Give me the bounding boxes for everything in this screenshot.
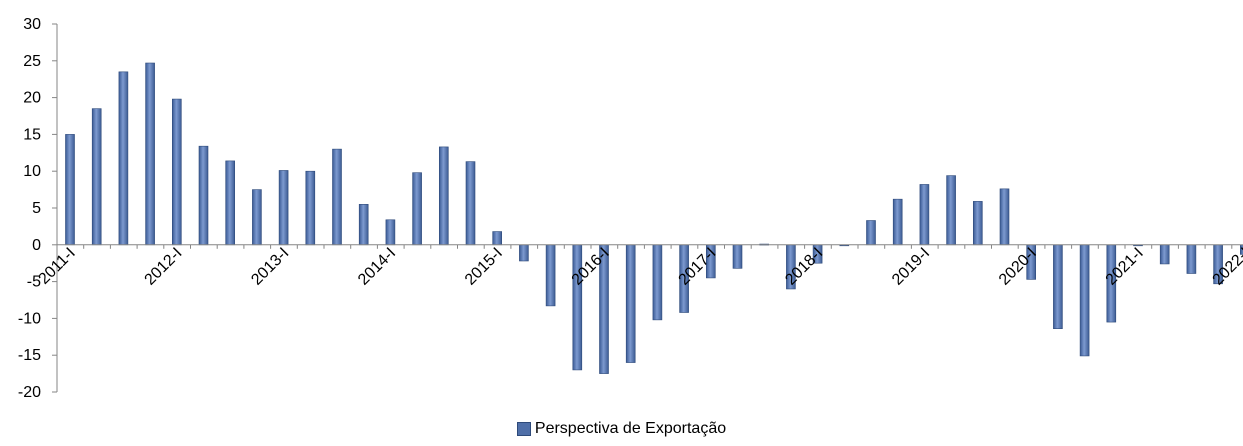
y-tick-label: 30 (23, 16, 41, 33)
x-tick-label: 2012-I (142, 245, 186, 289)
bar (252, 190, 261, 245)
bar (947, 176, 956, 245)
bar (226, 161, 235, 245)
legend-swatch-icon (517, 422, 531, 436)
bar (306, 171, 315, 245)
bar (413, 173, 422, 245)
y-tick-label: -10 (18, 310, 41, 327)
bars-layer (66, 63, 1243, 374)
y-tick-label: 20 (23, 90, 41, 107)
bar (546, 245, 555, 306)
bar (973, 201, 982, 244)
y-tick-label: 15 (23, 126, 41, 143)
bar (920, 184, 929, 244)
bar (867, 221, 876, 245)
bar (1053, 245, 1062, 329)
bar (359, 204, 368, 244)
bar (1080, 245, 1089, 356)
bar (466, 162, 475, 245)
bar (1160, 245, 1169, 264)
bar (279, 170, 288, 244)
y-tick-label: -20 (18, 384, 41, 401)
bar (1000, 189, 1009, 245)
bar (333, 149, 342, 245)
y-tick-label: -15 (18, 347, 41, 364)
bar (573, 245, 582, 370)
bar (199, 146, 208, 245)
y-tick-label: 10 (23, 163, 41, 180)
bar (92, 109, 101, 245)
bar (146, 63, 155, 245)
bar (119, 72, 128, 245)
bar (493, 232, 502, 245)
bar (653, 245, 662, 320)
bar (893, 199, 902, 245)
x-tick-label: 2013-I (248, 245, 292, 289)
legend-label: Perspectiva de Exportação (535, 420, 726, 437)
bar (386, 220, 395, 245)
x-tick-label: 2019-I (889, 245, 933, 289)
bar (519, 245, 528, 261)
y-tick-label: 25 (23, 53, 41, 70)
bar (172, 99, 181, 245)
x-tick-label: 2015-I (462, 245, 506, 289)
bar (1187, 245, 1196, 274)
legend: Perspectiva de Exportação (0, 420, 1243, 438)
y-tick-label: 0 (32, 237, 41, 254)
bar (626, 245, 635, 363)
x-tick-label: 2014-I (355, 245, 399, 289)
y-tick-label: 5 (32, 200, 41, 217)
bar (66, 134, 75, 244)
bar (439, 147, 448, 245)
bar (733, 245, 742, 269)
